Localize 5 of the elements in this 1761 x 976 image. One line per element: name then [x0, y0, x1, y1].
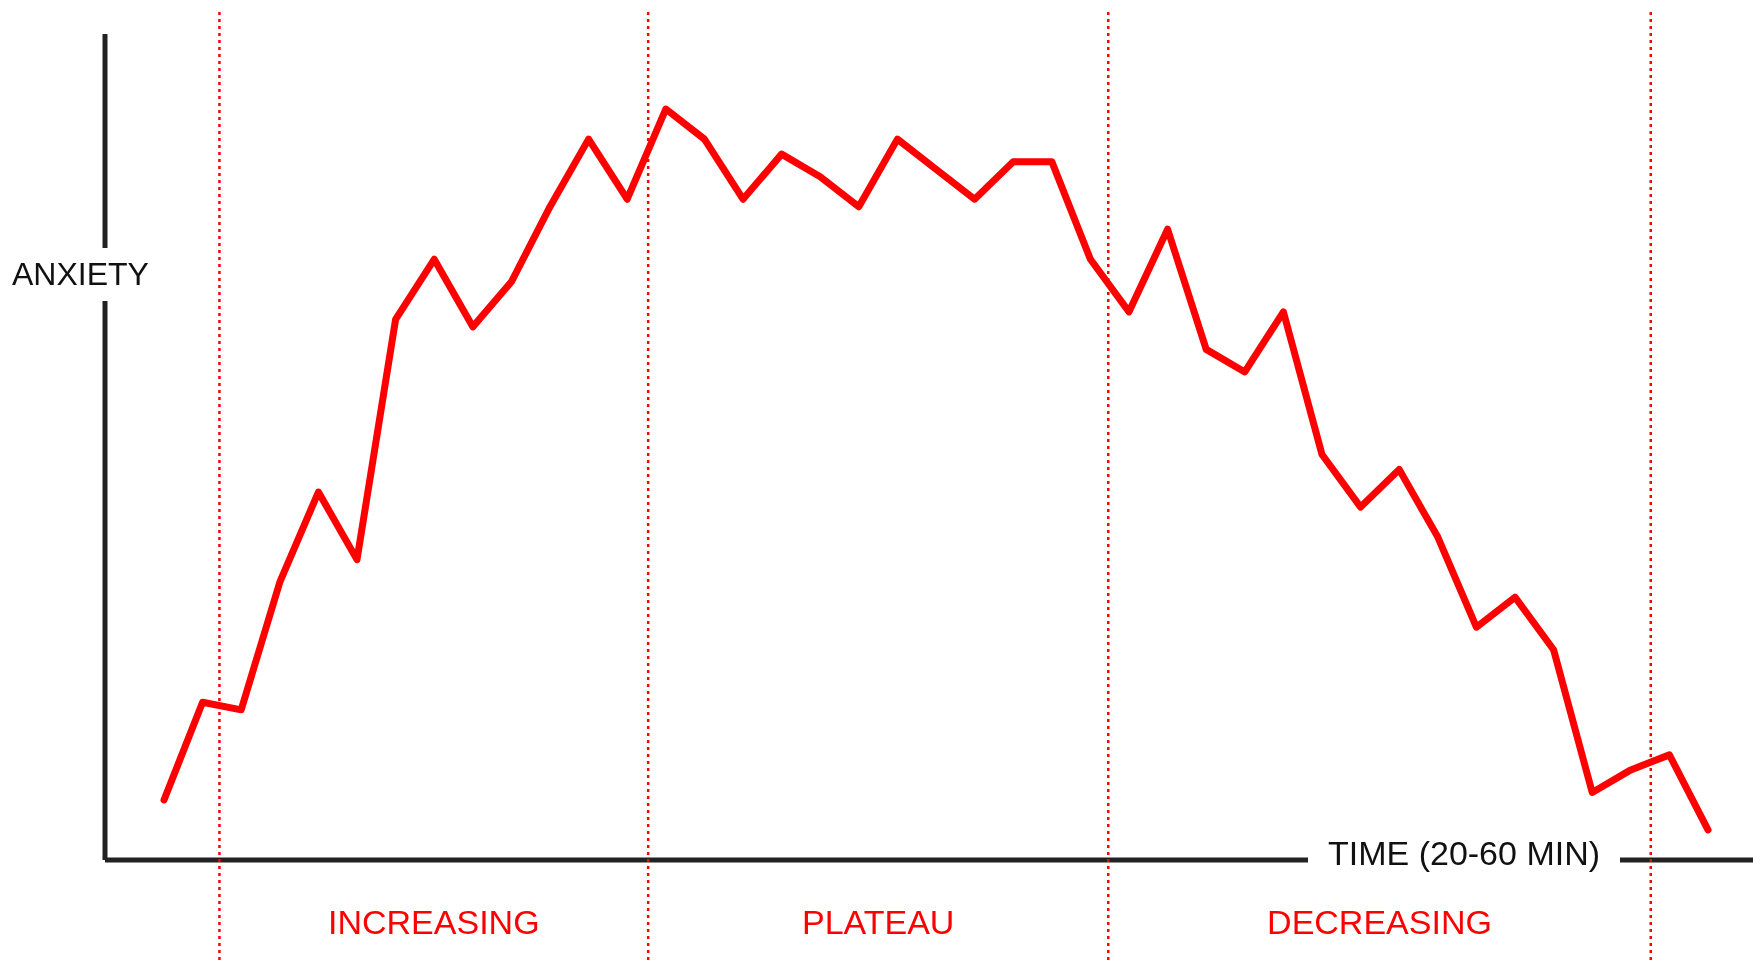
x-axis-title: TIME (20-60 MIN) [1308, 830, 1621, 877]
text: PLATEAU [801, 903, 956, 942]
text: INCREASING [327, 903, 541, 942]
text: DECREASING [1266, 903, 1493, 942]
y-axis-title: ANXIETY [8, 248, 153, 301]
